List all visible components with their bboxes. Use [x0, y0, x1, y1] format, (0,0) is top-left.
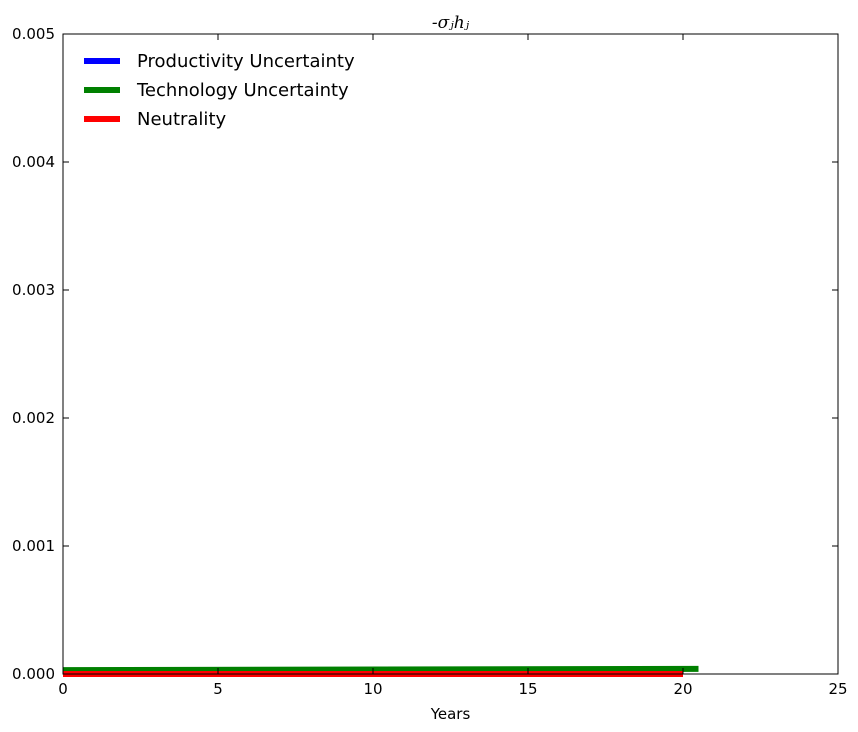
y-tick-label: 0.005 [12, 25, 55, 43]
ticks [62, 33, 839, 675]
x-tick-label: 15 [518, 680, 537, 698]
plot-frame [62, 33, 839, 675]
legend-label: Technology Uncertainty [136, 80, 349, 101]
legend-label: Productivity Uncertainty [137, 51, 355, 72]
y-tick-label: 0.002 [12, 409, 55, 427]
x-axis-label: Years [430, 705, 471, 723]
series-line-technology-uncertainty [62, 665, 699, 674]
x-tick-label: 5 [213, 680, 223, 698]
x-tick-label: 10 [363, 680, 382, 698]
chart-title: -σⱼhⱼ [432, 13, 470, 33]
x-tick-label: 0 [58, 680, 68, 698]
legend: Productivity Uncertainty Technology Uncer… [84, 51, 355, 130]
x-tick-label: 20 [673, 680, 692, 698]
y-tick-label: 0.004 [12, 153, 55, 171]
y-tick-label: 0.000 [12, 665, 55, 683]
y-tick-label: 0.003 [12, 281, 55, 299]
plot-marks [62, 665, 699, 677]
y-tick-label: 0.001 [12, 537, 55, 555]
x-tick-label: 25 [828, 680, 847, 698]
tick-labels: 0 5 10 15 20 25 0.000 0.001 0.002 0.003 0.004 0.005 [12, 25, 848, 698]
legend-label: Neutrality [137, 109, 226, 130]
